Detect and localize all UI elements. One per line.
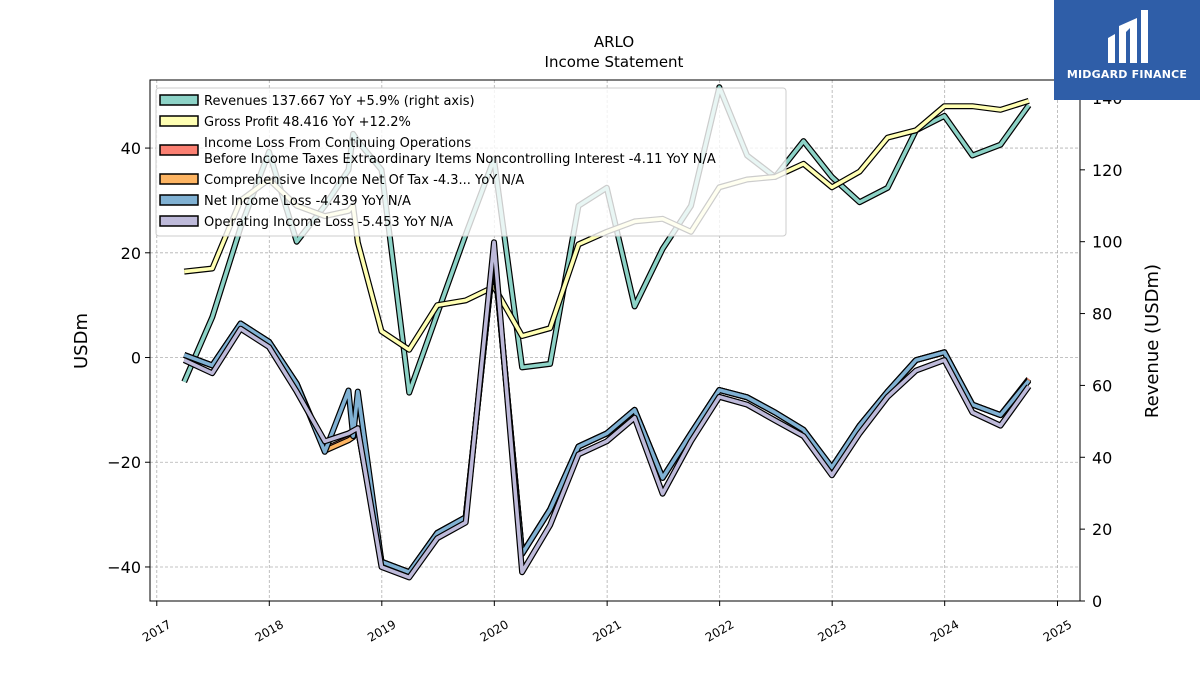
chart-title-line2: Income Statement [545,53,684,71]
left-tick-label: −40 [107,558,141,577]
series-line-5 [182,239,1032,581]
legend-swatch [159,115,199,127]
left-tick-label: 40 [121,139,141,158]
legend-label: Net Income Loss -4.439 YoY N/A [204,194,411,209]
x-tick-label: 2017 [140,617,173,644]
right-tick-label: 60 [1092,376,1112,395]
right-tick-label: 80 [1092,305,1112,324]
chart-title-line1: ARLO [594,33,634,51]
right-tick-label: 0 [1092,592,1102,611]
series-line-4 [183,249,1032,576]
right-axis: 020406080100120140 [1080,89,1123,611]
left-tick-label: 0 [131,349,141,368]
x-axis: 2017 2018 2019 2020 2021 2022 2023 2024 2025 [140,601,1074,645]
left-axis: −40 −20 0 20 40 [107,139,150,577]
brand-name: MIDGARD FINANCE [1066,68,1188,81]
left-axis-label: USDm [71,313,92,369]
left-tick-label: −20 [107,453,141,472]
x-tick-label: 2022 [703,617,736,644]
x-tick-label: 2019 [365,617,398,644]
legend-swatch [159,144,199,156]
legend-label: Comprehensive Income Net Of Tax -4.3... … [204,173,524,188]
legend-label: Operating Income Loss -5.453 YoY N/A [204,215,453,230]
right-tick-label: 120 [1092,161,1123,180]
plot-frame [149,79,1081,602]
legend: Revenues 137.667 YoY +5.9% (right axis) G… [155,87,787,237]
x-tick-label: 2025 [1041,617,1074,644]
legend-swatch [159,194,199,206]
legend-label: Revenues 137.667 YoY +5.9% (right axis) [204,94,475,109]
x-tick-label: 2023 [815,617,848,644]
right-axis-label: Revenue (USDm) [1142,264,1163,418]
right-tick-label: 100 [1092,233,1123,252]
legend-swatch [159,215,199,227]
legend-label: Income Loss From Continuing Operations [204,136,471,151]
x-tick-label: 2018 [253,617,286,644]
legend-swatch [159,173,199,185]
right-tick-label: 40 [1092,448,1112,467]
legend-label: Gross Profit 48.416 YoY +12.2% [204,115,411,130]
x-tick-label: 2024 [928,617,961,644]
legend-label: Before Income Taxes Extraordinary Items … [204,152,716,167]
x-tick-label: 2020 [478,617,511,644]
right-tick-label: 20 [1092,520,1112,539]
logo-mark-icon [1108,10,1148,63]
x-tick-label: 2021 [590,617,623,644]
midgard-finance-logo: MIDGARD FINANCE [1054,0,1200,100]
legend-swatch [159,94,199,106]
left-tick-label: 20 [121,244,141,263]
